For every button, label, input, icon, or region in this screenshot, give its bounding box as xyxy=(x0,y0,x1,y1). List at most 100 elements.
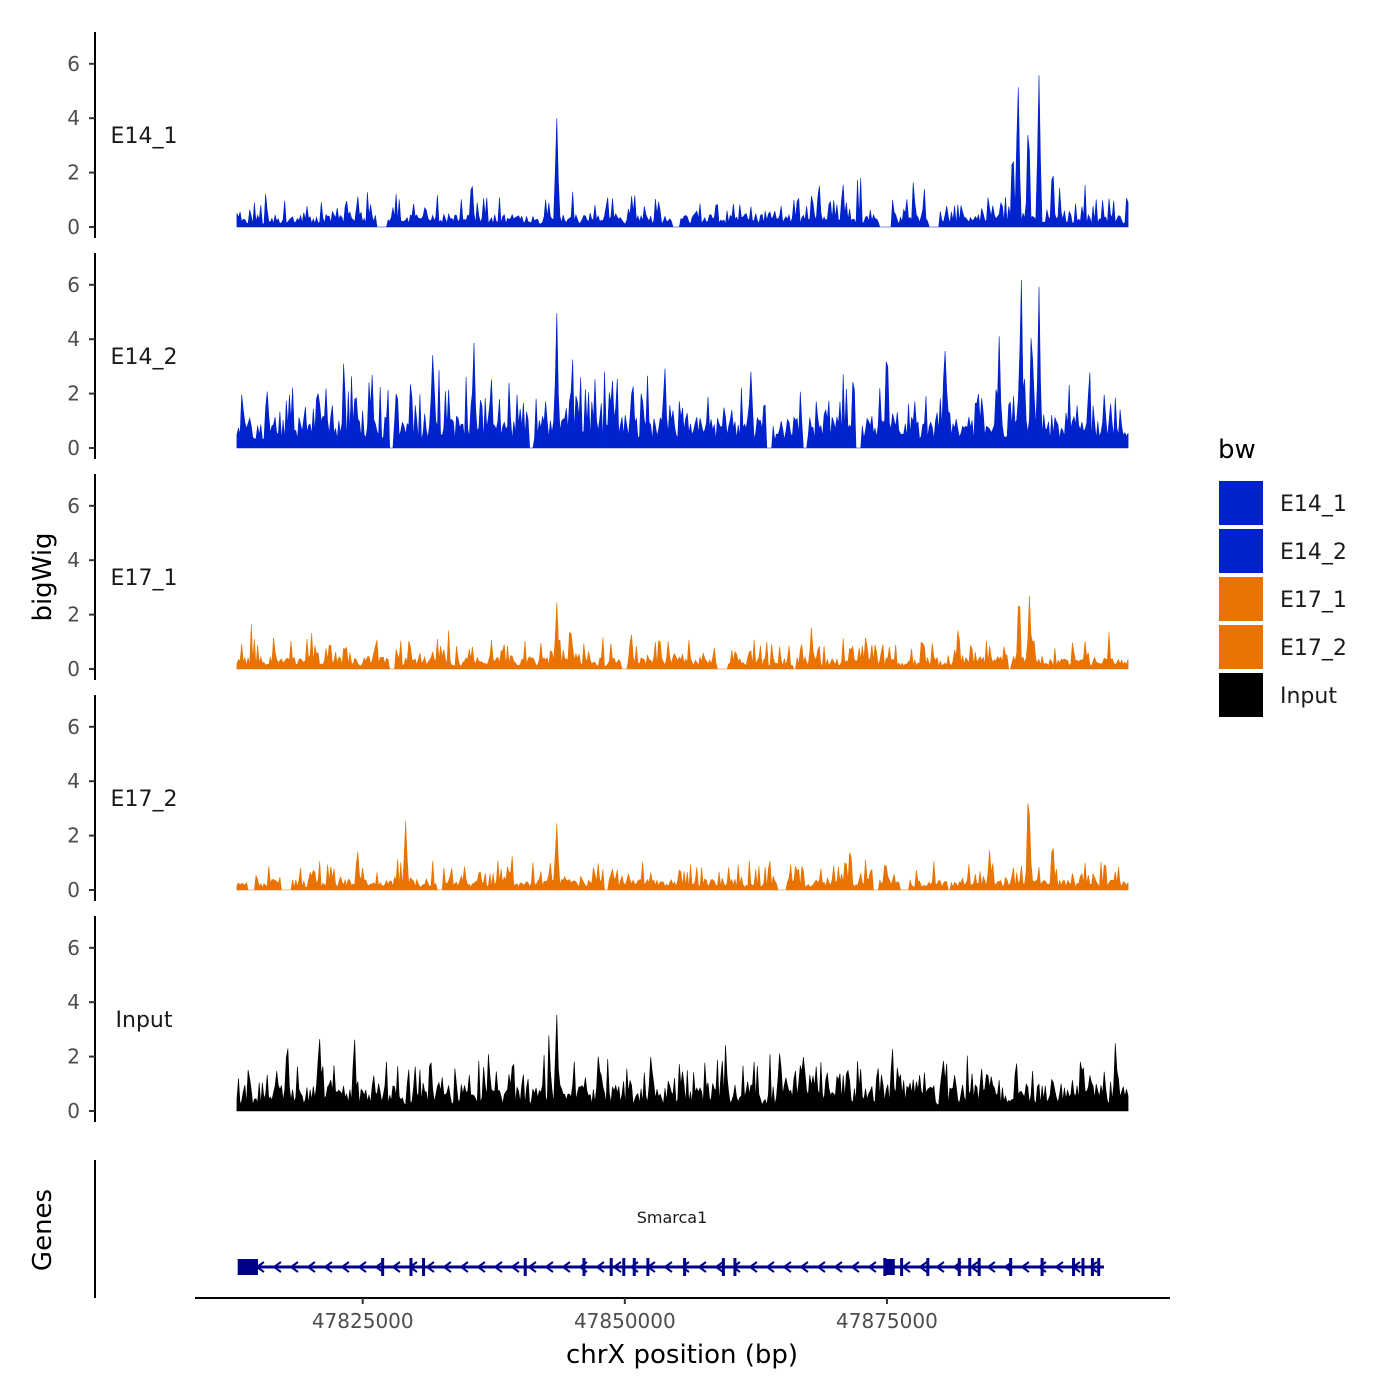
x-axis-title: chrX position (bp) xyxy=(566,1340,798,1370)
legend-label: E14_2 xyxy=(1280,540,1347,565)
gene-exon xyxy=(632,1258,636,1276)
gene-exon-large xyxy=(883,1259,895,1275)
strand-arrow xyxy=(544,1261,554,1273)
y-tick-label: 0 xyxy=(67,215,80,239)
y-tick-label: 4 xyxy=(67,327,80,351)
strand-arrow xyxy=(272,1261,282,1273)
strand-arrow xyxy=(612,1261,622,1273)
x-tick-label: 47850000 xyxy=(574,1309,676,1333)
legend-title: bw xyxy=(1218,435,1256,465)
gene-exon xyxy=(1081,1258,1085,1276)
strand-arrow xyxy=(306,1261,316,1273)
strand-arrow xyxy=(425,1261,435,1273)
strand-arrow xyxy=(442,1261,452,1273)
legend: bw E14_1 E14_2 E17_1 E17_2 Input xyxy=(1217,435,1347,719)
genes-axis-title: Genes xyxy=(28,1189,58,1271)
strand-arrow xyxy=(697,1261,707,1273)
strand-arrow xyxy=(782,1261,792,1273)
track-panel-e14-1: 0 2 4 6 E14_1 xyxy=(67,32,1129,239)
legend-key-e14-2 xyxy=(1217,527,1265,575)
strand-arrow xyxy=(918,1261,928,1273)
strand-arrow xyxy=(816,1261,826,1273)
y-tick-label: 6 xyxy=(67,273,80,297)
gene-name-label: Smarca1 xyxy=(637,1208,708,1227)
strand-arrow xyxy=(527,1261,537,1273)
signal-area-e14-2 xyxy=(236,279,1129,449)
strand-arrow xyxy=(1054,1261,1064,1273)
gene-exon xyxy=(683,1258,687,1276)
gene-exon xyxy=(957,1258,961,1276)
gene-exon xyxy=(968,1258,972,1276)
track-panel-e17-1: 0 2 4 6 E17_1 xyxy=(67,474,1129,681)
track-label: E17_2 xyxy=(111,787,178,812)
gene-exon xyxy=(609,1258,613,1276)
strand-arrow xyxy=(561,1261,571,1273)
gene-exon xyxy=(1040,1258,1044,1276)
y-tick-label: 0 xyxy=(67,1099,80,1123)
strand-arrow xyxy=(323,1261,333,1273)
strand-arrow xyxy=(289,1261,299,1273)
track-panel-e17-2: 0 2 4 6 E17_2 xyxy=(67,695,1129,902)
gene-exon xyxy=(523,1258,527,1276)
gene-exon xyxy=(1009,1258,1013,1276)
legend-key-e17-2 xyxy=(1217,623,1265,671)
strand-arrow xyxy=(765,1261,775,1273)
gene-exon xyxy=(1097,1258,1101,1276)
y-tick-label: 0 xyxy=(67,878,80,902)
legend-label: E14_1 xyxy=(1280,492,1347,517)
track-panel-e14-2: 0 2 4 6 E14_2 xyxy=(67,253,1129,460)
strand-arrow xyxy=(731,1261,741,1273)
x-tick-label: 47825000 xyxy=(312,1309,414,1333)
gene-exon xyxy=(977,1258,981,1276)
x-tick-label: 47875000 xyxy=(836,1309,938,1333)
strand-arrow xyxy=(867,1261,877,1273)
gene-exon xyxy=(381,1258,385,1276)
track-label: E14_1 xyxy=(111,124,178,149)
strand-arrow xyxy=(799,1261,809,1273)
gene-exon xyxy=(926,1258,930,1276)
gene-exon xyxy=(582,1258,586,1276)
strand-arrow xyxy=(357,1261,367,1273)
y-tick-label: 0 xyxy=(67,436,80,460)
strand-arrow xyxy=(850,1261,860,1273)
strand-arrow xyxy=(986,1261,996,1273)
strand-arrow xyxy=(663,1261,673,1273)
y-tick-label: 4 xyxy=(67,769,80,793)
track-panels: 0 2 4 6 E14_1 0 2 4 6 E14_2 0 2 4 6 E17_1 0 2 4 6 E17_2 0 2 4 6… xyxy=(67,32,1129,1123)
track-label: Input xyxy=(116,1008,173,1033)
y-tick-label: 2 xyxy=(67,382,80,406)
legend-key-input xyxy=(1217,671,1265,719)
y-axis-title: bigWig xyxy=(28,532,58,621)
strand-arrow xyxy=(935,1261,945,1273)
x-axis: 47825000 47850000 47875000 xyxy=(195,1297,1170,1333)
y-tick-label: 2 xyxy=(67,603,80,627)
y-tick-label: 4 xyxy=(67,548,80,572)
strand-arrow xyxy=(833,1261,843,1273)
track-label: E17_1 xyxy=(111,566,178,591)
gene-exon xyxy=(733,1258,737,1276)
strand-arrow xyxy=(748,1261,758,1273)
gene-exon xyxy=(721,1258,725,1276)
y-tick-label: 4 xyxy=(67,106,80,130)
legend-label: Input xyxy=(1280,684,1337,709)
strand-arrow xyxy=(595,1261,605,1273)
strand-arrow xyxy=(476,1261,486,1273)
signal-area-e17-1 xyxy=(236,595,1129,670)
gene-exon xyxy=(1090,1258,1094,1276)
strand-arrow xyxy=(680,1261,690,1273)
y-tick-label: 2 xyxy=(67,824,80,848)
strand-arrow xyxy=(340,1261,350,1273)
track-label: E14_2 xyxy=(111,345,178,370)
strand-arrow xyxy=(1037,1261,1047,1273)
track-panel-input: 0 2 4 6 Input xyxy=(67,916,1129,1123)
gene-exon xyxy=(900,1258,904,1276)
legend-key-e17-1 xyxy=(1217,575,1265,623)
gene-exon xyxy=(622,1258,626,1276)
strand-arrow xyxy=(1020,1261,1030,1273)
y-tick-label: 4 xyxy=(67,990,80,1014)
gene-exon xyxy=(646,1258,650,1276)
legend-key-e14-1 xyxy=(1217,479,1265,527)
strand-arrow xyxy=(714,1261,724,1273)
gene-exon-terminal xyxy=(237,1259,258,1275)
